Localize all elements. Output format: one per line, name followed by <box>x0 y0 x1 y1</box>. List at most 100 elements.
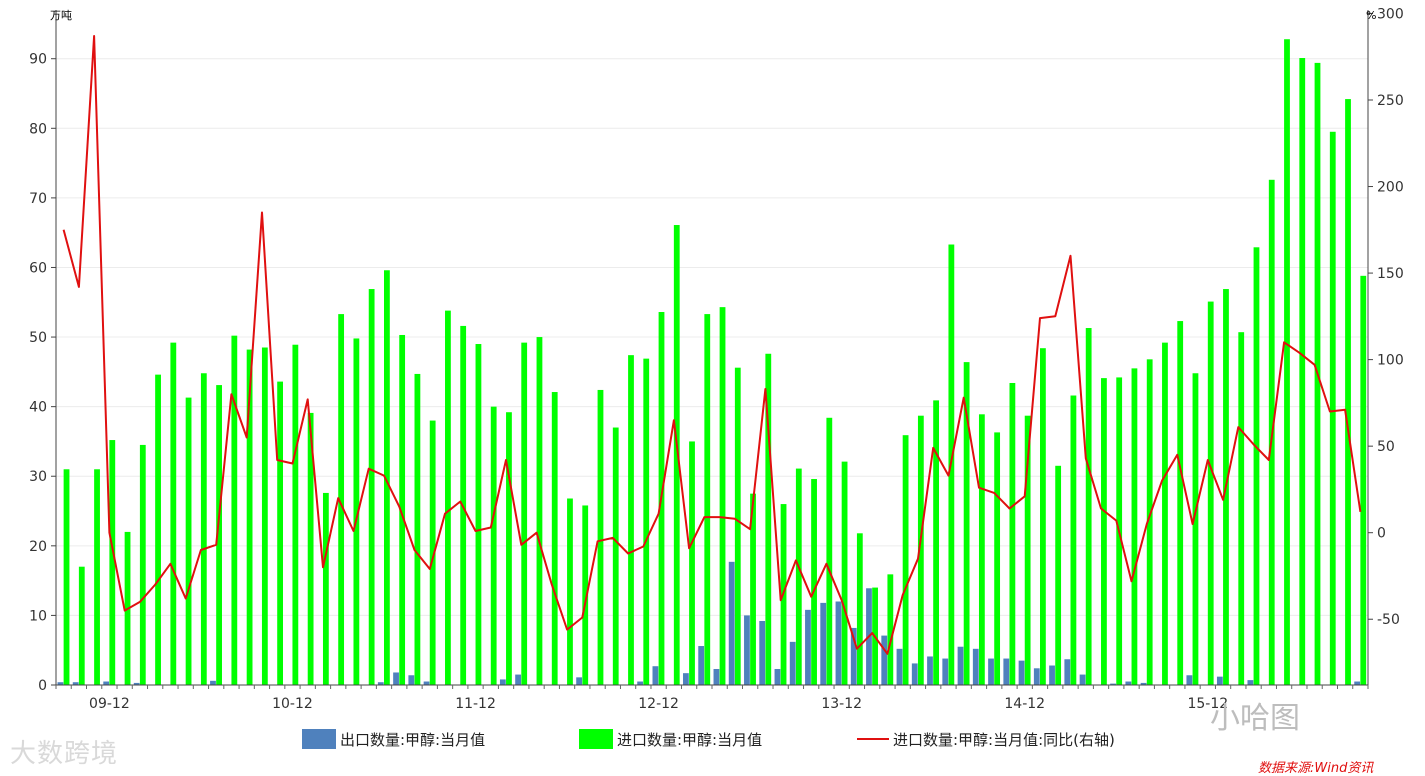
bar-import <box>551 392 558 685</box>
right-tick-label: 250 <box>1377 93 1404 109</box>
bar-import <box>994 432 1001 685</box>
bar-export <box>103 681 110 685</box>
bar-export <box>789 641 796 685</box>
bar-import <box>109 440 116 685</box>
x-tick-label: 10-12 <box>272 696 313 712</box>
bar-export <box>1079 674 1086 685</box>
x-tick-label: 14-12 <box>1004 696 1045 712</box>
bar-import <box>445 310 451 685</box>
bar-import <box>231 335 238 685</box>
bar-import <box>795 468 802 685</box>
bar-import <box>978 414 985 685</box>
bar-import <box>704 314 711 685</box>
bar-export <box>835 601 842 685</box>
bar-import <box>826 417 833 685</box>
bar-import <box>139 444 146 685</box>
yoy-line <box>62 35 1362 655</box>
bar-export <box>393 672 399 685</box>
bar-import <box>1299 58 1306 686</box>
bar-export <box>927 656 933 685</box>
combo-chart: 0 10 20 30 40 50 60 70 80 90 -50 0 50 100 150 200 250 300… <box>29 6 1404 712</box>
left-tick-label: 80 <box>29 121 47 137</box>
bar-import <box>261 347 268 685</box>
bar-import <box>1329 131 1336 686</box>
left-tick-label: 30 <box>29 469 47 485</box>
bar-import <box>490 406 497 685</box>
bar-export <box>896 648 903 685</box>
bar-import <box>399 334 406 685</box>
bar-export <box>911 663 918 685</box>
bar-export <box>1049 665 1055 685</box>
bar-import <box>536 337 543 685</box>
bar-import <box>887 574 894 685</box>
bar-import <box>917 415 924 685</box>
bar-export <box>820 602 827 685</box>
bar-import <box>353 338 360 685</box>
bar-export <box>683 673 689 685</box>
legend-item-export: 出口数量:甲醇:当月值 <box>302 728 485 750</box>
bar-import <box>597 389 604 685</box>
left-tick-label: 70 <box>29 191 47 207</box>
watermark-left-text: 大数跨境 <box>10 739 119 769</box>
bar-import <box>475 344 482 685</box>
bar-import <box>963 362 970 685</box>
line-yoy <box>62 35 1362 655</box>
watermark-left: 大数跨境 <box>10 733 118 770</box>
bar-import <box>902 435 909 685</box>
left-tick-label: 90 <box>29 52 47 68</box>
bar-import <box>933 400 940 685</box>
right-tick-label: 200 <box>1377 180 1404 196</box>
bar-import <box>673 225 680 686</box>
bar-import <box>155 374 161 685</box>
bar-export <box>942 658 949 685</box>
bar-export <box>499 679 506 685</box>
right-tick-label: 50 <box>1377 439 1395 455</box>
bar-import <box>1253 247 1260 685</box>
bar-import <box>307 412 314 685</box>
bar-export <box>1216 676 1223 685</box>
bar-import <box>1070 395 1077 685</box>
bar-import <box>719 307 726 685</box>
legend-swatch-import <box>579 729 613 749</box>
bar-import <box>1238 332 1245 685</box>
x-tick-label: 13-12 <box>821 696 862 712</box>
bar-import <box>521 342 528 685</box>
bar-export <box>713 668 720 685</box>
bar-import <box>734 367 741 685</box>
right-unit-label: % <box>1366 9 1376 22</box>
bar-export <box>576 677 583 685</box>
bar-export <box>972 648 979 685</box>
bar-export <box>133 682 140 685</box>
bar-export <box>57 682 64 685</box>
bar-import <box>338 314 345 685</box>
legend-item-import: 进口数量:甲醇:当月值 <box>579 728 762 750</box>
bar-import <box>277 381 284 685</box>
bar-import <box>612 427 619 685</box>
bar-export <box>1003 658 1010 685</box>
bar-export <box>637 681 644 685</box>
bar-export <box>1247 680 1254 685</box>
bar-import <box>368 289 375 685</box>
bar-import <box>1131 368 1138 685</box>
x-tick-label: 11-12 <box>455 696 496 712</box>
bar-import <box>1284 39 1290 685</box>
watermark-right-text: 小哈图 <box>1210 701 1300 736</box>
bar-export <box>652 666 659 685</box>
bar-import <box>185 397 192 685</box>
bar-import <box>841 461 848 685</box>
bar-import <box>1040 348 1046 685</box>
x-tick-label: 09-12 <box>89 696 130 712</box>
bar-import <box>689 441 695 685</box>
right-tick-label: 0 <box>1377 526 1386 542</box>
bar-import <box>1192 373 1199 685</box>
source-note: 数据来源:Wind资讯 <box>1258 761 1374 776</box>
bar-import <box>1162 342 1168 685</box>
bar-import <box>1146 359 1153 685</box>
left-tick-label: 60 <box>29 260 47 276</box>
bar-import <box>200 373 207 685</box>
bar-export <box>1110 683 1116 685</box>
right-tick-label: 100 <box>1377 353 1404 369</box>
bar-import <box>94 469 100 685</box>
bar-import <box>1345 99 1351 686</box>
bar-import <box>1024 415 1031 685</box>
